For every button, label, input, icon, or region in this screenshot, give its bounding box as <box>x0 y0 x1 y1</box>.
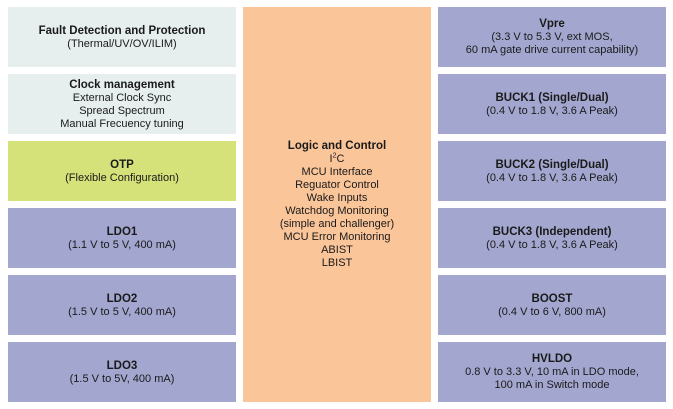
ldo2-line-1: (1.5 V to 5 V, 400 mA) <box>68 305 176 318</box>
ldo3-line-1: (1.5 V to 5V, 400 mA) <box>69 372 175 385</box>
ldo1-line-1: (1.1 V to 5 V, 400 mA) <box>68 238 176 251</box>
vpre-line-1: (3.3 V to 5.3 V, ext MOS, <box>491 31 613 43</box>
fault-detection-block: Fault Detection and Protection (Thermal/… <box>8 7 236 67</box>
vpre-block: Vpre (3.3 V to 5.3 V, ext MOS, 60 mA gat… <box>438 7 666 67</box>
buck3-line-1: (0.4 V to 1.8 V, 3.6 A Peak) <box>486 238 618 251</box>
hvldo-line-1: 0.8 V to 3.3 V, 10 mA in LDO mode, <box>465 366 639 378</box>
buck1-block: BUCK1 (Single/Dual) (0.4 V to 1.8 V, 3.6… <box>438 74 666 134</box>
fault-detection-line-1: (Thermal/UV/OV/ILIM) <box>67 37 177 50</box>
logic-control-block: Logic and Control I2C MCU Interface Regu… <box>243 7 431 402</box>
clock-management-line-3: Manual Frecuency tuning <box>60 117 184 130</box>
boost-block: BOOST (0.4 V to 6 V, 800 mA) <box>438 275 666 335</box>
ldo2-title: LDO2 <box>106 292 138 305</box>
buck1-title: BUCK1 (Single/Dual) <box>495 91 609 104</box>
clock-management-title: Clock management <box>69 78 175 91</box>
vpre-line-2: 60 mA gate drive current capability) <box>465 44 639 56</box>
logic-control-line-7: ABIST <box>321 244 353 256</box>
clock-management-block: Clock management External Clock Sync Spr… <box>8 74 236 134</box>
buck3-title: BUCK3 (Independent) <box>492 225 612 238</box>
otp-line-1: (Flexible Configuration) <box>65 171 179 184</box>
ldo2-block: LDO2 (1.5 V to 5 V, 400 mA) <box>8 275 236 335</box>
logic-control-line-2: Reguator Control <box>295 179 379 191</box>
clock-management-line-1: External Clock Sync <box>72 91 172 104</box>
buck2-title: BUCK2 (Single/Dual) <box>495 158 609 171</box>
clock-management-line-2: Spread Spectrum <box>79 104 165 117</box>
vpre-title: Vpre <box>539 18 565 30</box>
hvldo-block: HVLDO 0.8 V to 3.3 V, 10 mA in LDO mode,… <box>438 342 666 402</box>
otp-block: OTP (Flexible Configuration) <box>8 141 236 201</box>
logic-control-i2c: I2C <box>329 152 345 165</box>
buck1-line-1: (0.4 V to 1.8 V, 3.6 A Peak) <box>486 104 618 117</box>
ldo1-title: LDO1 <box>106 225 138 238</box>
otp-title: OTP <box>110 158 134 171</box>
buck2-block: BUCK2 (Single/Dual) (0.4 V to 1.8 V, 3.6… <box>438 141 666 201</box>
boost-title: BOOST <box>531 292 573 305</box>
logic-control-line-5: (simple and challenger) <box>279 218 395 230</box>
ldo1-block: LDO1 (1.1 V to 5 V, 400 mA) <box>8 208 236 268</box>
boost-line-1: (0.4 V to 6 V, 800 mA) <box>498 305 606 318</box>
hvldo-line-2: 100 mA in Switch mode <box>494 379 610 391</box>
logic-control-line-8: LBIST <box>321 257 353 269</box>
buck3-block: BUCK3 (Independent) (0.4 V to 1.8 V, 3.6… <box>438 208 666 268</box>
fault-detection-title: Fault Detection and Protection <box>38 24 206 37</box>
logic-control-line-6: MCU Error Monitoring <box>283 231 391 243</box>
buck2-line-1: (0.4 V to 1.8 V, 3.6 A Peak) <box>486 171 618 184</box>
logic-control-line-3: Wake Inputs <box>306 192 368 204</box>
logic-control-title: Logic and Control <box>287 140 387 152</box>
hvldo-title: HVLDO <box>531 353 573 365</box>
ldo3-block: LDO3 (1.5 V to 5V, 400 mA) <box>8 342 236 402</box>
logic-control-line-4: Watchdog Monitoring <box>285 205 389 217</box>
logic-control-line-1: MCU Interface <box>301 166 373 178</box>
ldo3-title: LDO3 <box>106 359 138 372</box>
